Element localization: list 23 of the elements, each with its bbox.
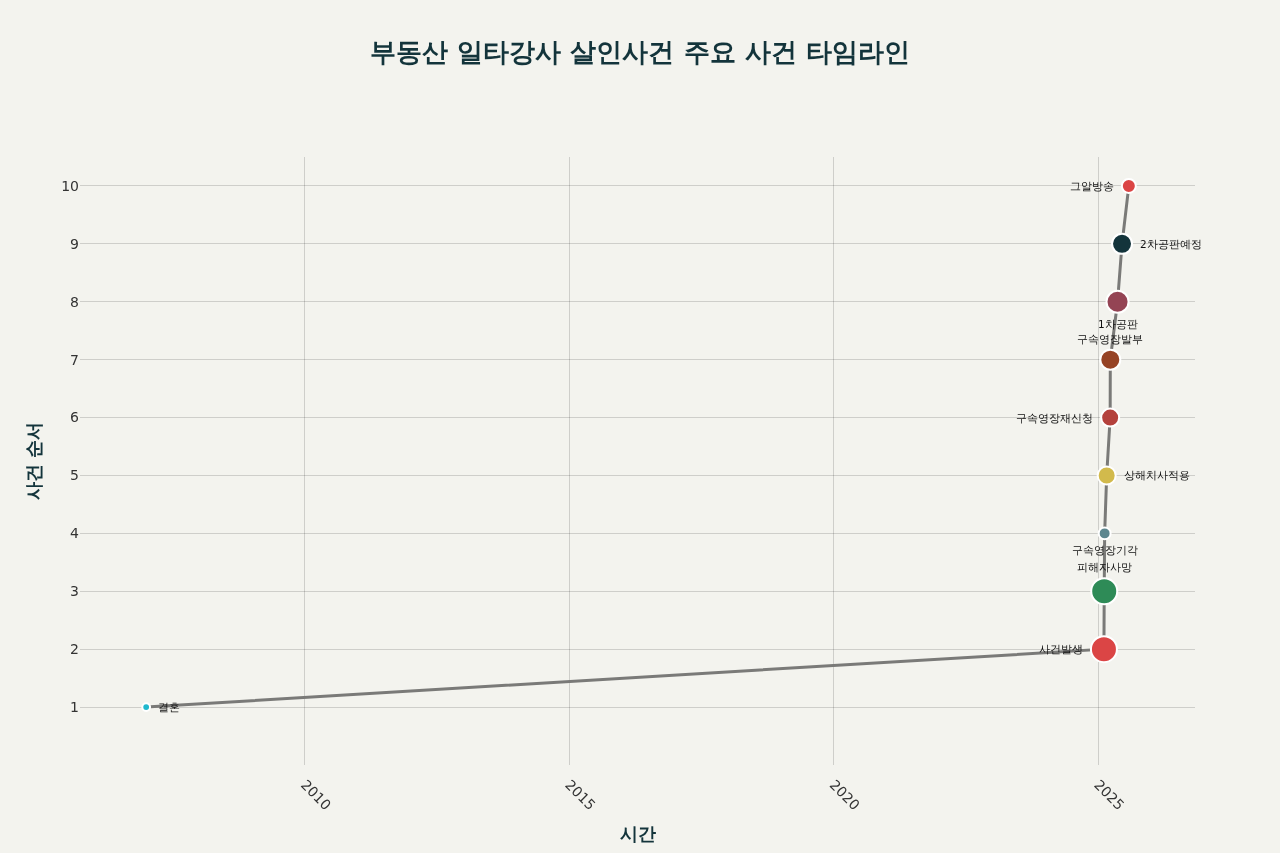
y-tick-label: 2 [70,641,79,658]
x-axis-title: 시간 [619,823,656,845]
annotation: 구속영장발부 [1077,333,1143,345]
annotation: 구속영장재신청 [1016,412,1093,424]
annotation: 1차공판 [1098,318,1138,330]
annotation: 그알방송 [1070,180,1114,192]
y-tick-label: 6 [70,409,80,426]
y-axis-title: 사건 순서 [23,421,45,501]
annotation: 2차공판예정 [1140,238,1202,250]
y-tick-label: 10 [61,177,79,194]
y-tick-label: 5 [70,467,79,484]
annotation: 사건발생 [1039,643,1083,655]
annotation: 구속영장기각 [1072,544,1138,556]
y-tick-label: 7 [70,351,79,368]
annotation: 결혼 [158,701,180,713]
annotation: 피해자사망 [1077,561,1132,573]
annotation: 상해치사적용 [1124,469,1190,481]
y-tick-label: 1 [70,699,79,715]
y-tick-label: 3 [70,583,79,600]
y-tick-label: 8 [70,293,79,310]
y-tick-label: 4 [70,525,80,542]
chart-title: 부동산 일타강사 살인사건 주요 사건 타임라인 [370,36,910,67]
y-tick-label: 9 [70,235,79,252]
